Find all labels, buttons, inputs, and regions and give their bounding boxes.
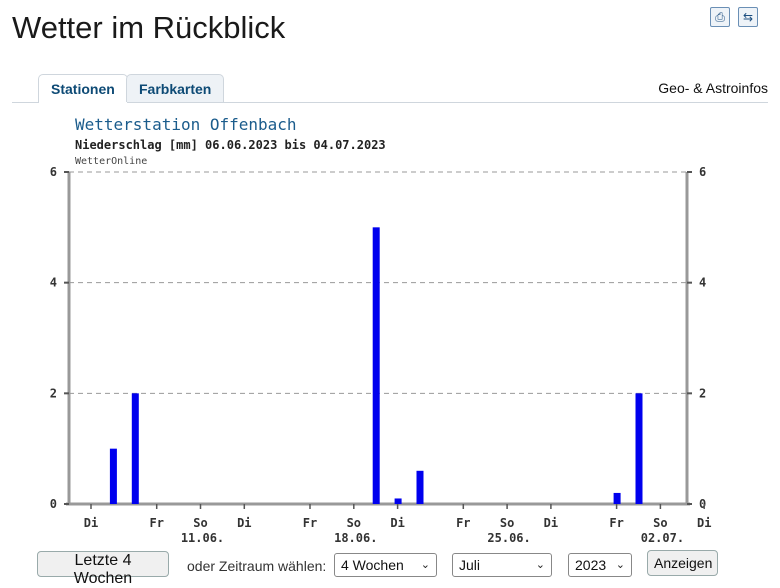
tab-farbkarten[interactable]: Farbkarten bbox=[126, 74, 225, 102]
y-tick-label-left: 4 bbox=[50, 276, 57, 290]
top-icons: ⎙ ⇆ bbox=[710, 7, 758, 27]
chart-subtitle: Niederschlag [mm] 06.06.2023 bis 04.07.2… bbox=[75, 138, 386, 152]
controls-bar: Letzte 4 Wochen oder Zeitraum wählen: 4 … bbox=[0, 548, 780, 587]
bar bbox=[416, 470, 424, 504]
year-value: 2023 bbox=[575, 557, 607, 573]
y-tick-label-right: 6 bbox=[699, 165, 706, 179]
y-tick-label-left: 0 bbox=[50, 497, 57, 511]
x-weekday-label: Fr bbox=[609, 516, 623, 530]
x-weekday-label: Fr bbox=[456, 516, 470, 530]
x-weekday-label: So bbox=[347, 516, 361, 530]
x-weekday-label: Di bbox=[390, 516, 404, 530]
y-tick-label-right: 4 bbox=[699, 276, 706, 290]
precipitation-chart: 0 0 2 2 4 4 6 6 Di Fr So Di Fr So Di Fr So Di Fr So Di 11.06.… bbox=[50, 165, 712, 545]
bar bbox=[131, 393, 139, 504]
bar bbox=[394, 498, 402, 504]
month-value: Juli bbox=[459, 557, 481, 573]
y-tick-label-right: 2 bbox=[699, 386, 706, 400]
x-date-label: 02.07. bbox=[641, 531, 684, 545]
bar bbox=[635, 393, 643, 504]
chevron-down-icon: ⌄ bbox=[615, 559, 625, 571]
swap-icon[interactable]: ⇆ bbox=[738, 7, 758, 27]
show-button[interactable]: Anzeigen bbox=[647, 550, 718, 576]
bar bbox=[372, 227, 380, 504]
last-4-weeks-button[interactable]: Letzte 4 Wochen bbox=[37, 551, 169, 587]
x-date-label: 25.06. bbox=[487, 531, 530, 545]
tab-stationen[interactable]: Stationen bbox=[38, 74, 128, 103]
y-tick-label-left: 2 bbox=[50, 386, 57, 400]
month-select[interactable]: Juli ⌄ bbox=[452, 553, 552, 577]
x-weekday-label: Di bbox=[237, 516, 251, 530]
x-weekday-label: Di bbox=[84, 516, 98, 530]
duration-select[interactable]: 4 Wochen ⌄ bbox=[334, 553, 437, 577]
tab-bar: Stationen Farbkarten bbox=[12, 72, 768, 103]
period-label: oder Zeitraum wählen: bbox=[187, 558, 327, 574]
chart-source: WetterOnline bbox=[75, 156, 148, 167]
printer-icon[interactable]: ⎙ bbox=[710, 7, 730, 27]
duration-value: 4 Wochen bbox=[341, 557, 404, 573]
chart-title: Wetterstation Offenbach bbox=[75, 115, 297, 134]
chevron-down-icon: ⌄ bbox=[535, 559, 545, 571]
year-select[interactable]: 2023 ⌄ bbox=[568, 553, 632, 577]
bar bbox=[109, 448, 117, 504]
x-weekday-label: Fr bbox=[149, 516, 163, 530]
x-weekday-label: So bbox=[500, 516, 514, 530]
x-date-label: 11.06. bbox=[181, 531, 224, 545]
chevron-down-icon: ⌄ bbox=[420, 559, 430, 571]
x-weekday-label: Di bbox=[697, 516, 711, 530]
y-tick-label-right: 0 bbox=[699, 497, 706, 511]
x-date-label: 18.06. bbox=[334, 531, 377, 545]
bar bbox=[613, 492, 621, 504]
y-tick-label-left: 6 bbox=[50, 165, 57, 179]
x-weekday-label: Fr bbox=[303, 516, 317, 530]
geo-astro-link[interactable]: Geo- & Astroinfos bbox=[658, 80, 768, 96]
x-weekday-label: Di bbox=[544, 516, 558, 530]
x-weekday-label: So bbox=[193, 516, 207, 530]
x-weekday-label: So bbox=[653, 516, 667, 530]
page-title: Wetter im Rückblick bbox=[12, 10, 286, 45]
